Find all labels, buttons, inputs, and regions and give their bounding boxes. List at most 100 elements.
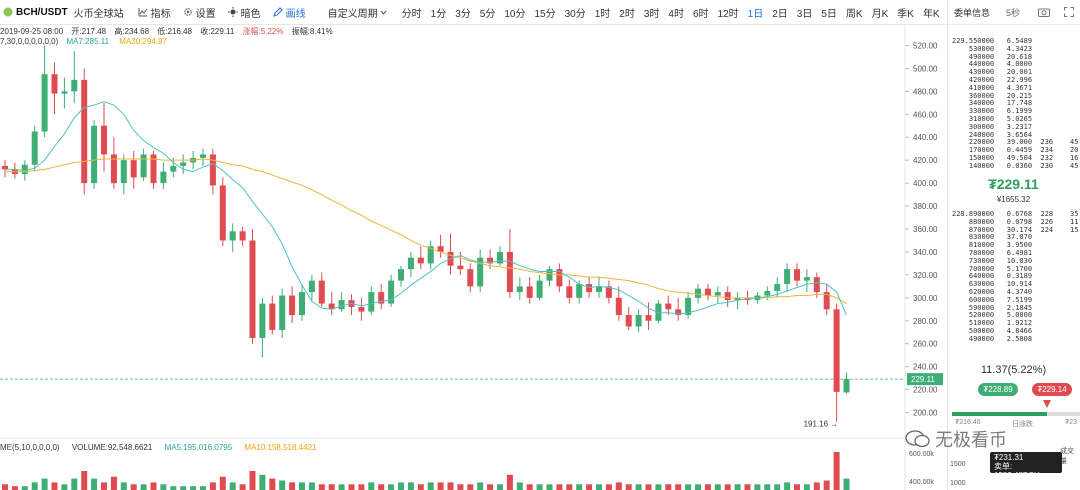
ask-row-0[interactable]: 229.550000 6.5489 <box>952 37 1033 45</box>
candle-body-67 <box>665 303 672 310</box>
candlestick-chart[interactable]: 191.16 → 520.00 500.00 480.00 460.00 440.00 4… <box>0 24 947 490</box>
price-label-6: 400.00 <box>913 179 938 188</box>
bid-row-10[interactable]: 620000 4.3740 <box>952 288 1033 296</box>
theme-button[interactable]: 暗色 <box>227 5 261 20</box>
ask-row-12[interactable]: 240000 3.6564 <box>952 130 1033 139</box>
candle-body-10 <box>101 125 107 155</box>
candle-body-7 <box>71 79 78 92</box>
volume-bar-43 <box>427 482 434 490</box>
ask-row-2[interactable]: 490000 20.618 <box>952 52 1033 61</box>
sell-price-button[interactable]: ₮229.14 <box>1032 383 1072 396</box>
buy-price-button[interactable]: ₮228.89 <box>978 383 1018 396</box>
interval-tab-10[interactable]: 4时 <box>668 8 684 20</box>
coin-icon <box>3 7 13 17</box>
bid-row-4[interactable]: 810000 3.9500 <box>952 241 1033 250</box>
price-label-16: 200.00 <box>913 409 938 418</box>
interval-tab-2[interactable]: 3分 <box>455 8 471 20</box>
interval-tab-0[interactable]: 分时 <box>401 8 422 20</box>
ask-row-8[interactable]: 340000 17.748 <box>952 99 1033 108</box>
interval-tab-6[interactable]: 30分 <box>564 8 586 20</box>
interval-tab-8[interactable]: 2时 <box>619 8 635 20</box>
candle-body-74 <box>734 297 741 301</box>
ask-row-9[interactable]: 330000 6.1999 <box>952 107 1033 116</box>
high-value: 高:234.68 <box>114 27 150 36</box>
bid-row-9[interactable]: 630000 10.914 <box>952 280 1033 289</box>
ask-row-14[interactable]: 170000 0.4459 234 20 <box>952 146 1079 155</box>
candle-body-50 <box>497 251 503 264</box>
ask-row-16[interactable]: 140000 0.0360 230 45 <box>952 161 1079 170</box>
interval-tab-15[interactable]: 3日 <box>796 8 813 20</box>
interval-tab-9[interactable]: 3时 <box>643 8 660 20</box>
custom-period-dropdown[interactable]: 自定义周期 <box>328 5 390 20</box>
volume-bar-54 <box>536 484 543 490</box>
price-axis: 520.00 500.00 480.00 460.00 440.00 420.00 400.… <box>905 41 943 486</box>
interval-tab-12[interactable]: 12时 <box>717 8 739 20</box>
toolbar-right: 5秒 <box>1006 0 1080 24</box>
volume-bar-76 <box>754 484 761 490</box>
bid-row-0[interactable]: 228.890000 0.6768 228 35 <box>952 210 1079 218</box>
volume-bar-11 <box>110 476 117 490</box>
interval-tab-7[interactable]: 1时 <box>594 8 611 20</box>
interval-tab-18[interactable]: 月K <box>871 8 889 20</box>
ask-row-13[interactable]: 220000 39.000 236 45 <box>952 138 1079 147</box>
fullscreen-icon[interactable] <box>1064 7 1074 17</box>
settings-button[interactable]: 设置 <box>183 5 216 20</box>
bid-row-5[interactable]: 780000 6.4981 <box>952 249 1033 257</box>
camera-icon[interactable] <box>1038 7 1050 17</box>
draw-button[interactable]: 画线 <box>272 5 306 20</box>
ask-row-6[interactable]: 410000 4.3671 <box>952 83 1033 92</box>
volume-axis-1000: 1000 <box>950 480 966 487</box>
interval-tab-11[interactable]: 6时 <box>692 8 709 20</box>
last-price: ₮229.11 <box>988 176 1039 192</box>
ask-row-5[interactable]: 420000 22.996 <box>952 76 1033 84</box>
bid-row-16[interactable]: 490000 2.5808 <box>952 334 1033 343</box>
bid-row-7[interactable]: 700000 5.1700 <box>952 264 1033 273</box>
ask-row-11[interactable]: 300000 3.2317 <box>952 122 1033 131</box>
volume-bar-80 <box>794 484 800 490</box>
bid-row-13[interactable]: 520000 5.0000 <box>952 311 1033 320</box>
volume-bar-55 <box>546 484 553 490</box>
bid-row-15[interactable]: 500000 4.8466 <box>952 327 1033 335</box>
refresh-interval[interactable]: 5秒 <box>1005 7 1020 18</box>
volume-bar-60 <box>596 484 602 490</box>
candle-body-42 <box>417 257 424 264</box>
bid-row-12[interactable]: 590000 2.1845 <box>952 303 1033 312</box>
watermark-text: 无极看币 <box>935 430 1007 451</box>
settings-label: 设置 <box>195 8 216 20</box>
price-label-0: 520.00 <box>913 41 938 50</box>
interval-tab-16[interactable]: 5日 <box>821 8 837 20</box>
volume-bar-61 <box>605 484 612 490</box>
bid-row-1[interactable]: 880000 0.0798 226 11 <box>952 217 1079 226</box>
bid-row-14[interactable]: 510000 1.9212 <box>952 319 1033 328</box>
volume-bar-37 <box>368 482 375 490</box>
bid-row-2[interactable]: 870000 30.174 224 15 <box>952 225 1079 234</box>
ask-row-4[interactable]: 430000 20.001 <box>952 68 1033 77</box>
interval-tab-14[interactable]: 2日 <box>772 8 788 20</box>
ask-row-3[interactable]: 440000 4.0000 <box>952 60 1033 69</box>
interval-tab-20[interactable]: 年K <box>922 8 940 20</box>
candle-body-51 <box>506 251 513 293</box>
interval-tab-13[interactable]: 1日 <box>747 8 764 20</box>
symbol-selector[interactable]: BCH/USDT 火币全球站 <box>0 5 124 20</box>
draw-label: 画线 <box>285 8 306 20</box>
ask-row-1[interactable]: 530000 4.3423 <box>952 44 1033 53</box>
price-label-15: 220.00 <box>913 386 938 395</box>
ask-row-10[interactable]: 310000 5.0265 <box>952 115 1033 123</box>
ask-row-7[interactable]: 360000 20.215 <box>952 91 1033 100</box>
indicator-button[interactable]: 指标 <box>138 5 171 20</box>
candle-body-58 <box>576 284 583 298</box>
interval-tab-1[interactable]: 1分 <box>430 8 447 20</box>
interval-tab-19[interactable]: 季K <box>897 8 914 20</box>
bid-row-11[interactable]: 600000 7.5199 <box>952 295 1033 304</box>
interval-tab-5[interactable]: 15分 <box>534 8 556 20</box>
ask-row-15[interactable]: 150000 49.504 232 16 <box>952 154 1079 162</box>
bid-row-6[interactable]: 730000 10.030 <box>952 256 1033 265</box>
volume-bar-64 <box>635 484 642 490</box>
interval-tab-17[interactable]: 周K <box>845 8 863 20</box>
interval-tab-4[interactable]: 10分 <box>504 8 526 20</box>
volume-bar-23 <box>229 482 236 490</box>
candle-body-46 <box>457 265 464 270</box>
bid-row-8[interactable]: 640000 0.3189 <box>952 272 1033 281</box>
bid-row-3[interactable]: 830000 37.070 <box>952 233 1033 242</box>
interval-tab-3[interactable]: 5分 <box>479 8 496 20</box>
